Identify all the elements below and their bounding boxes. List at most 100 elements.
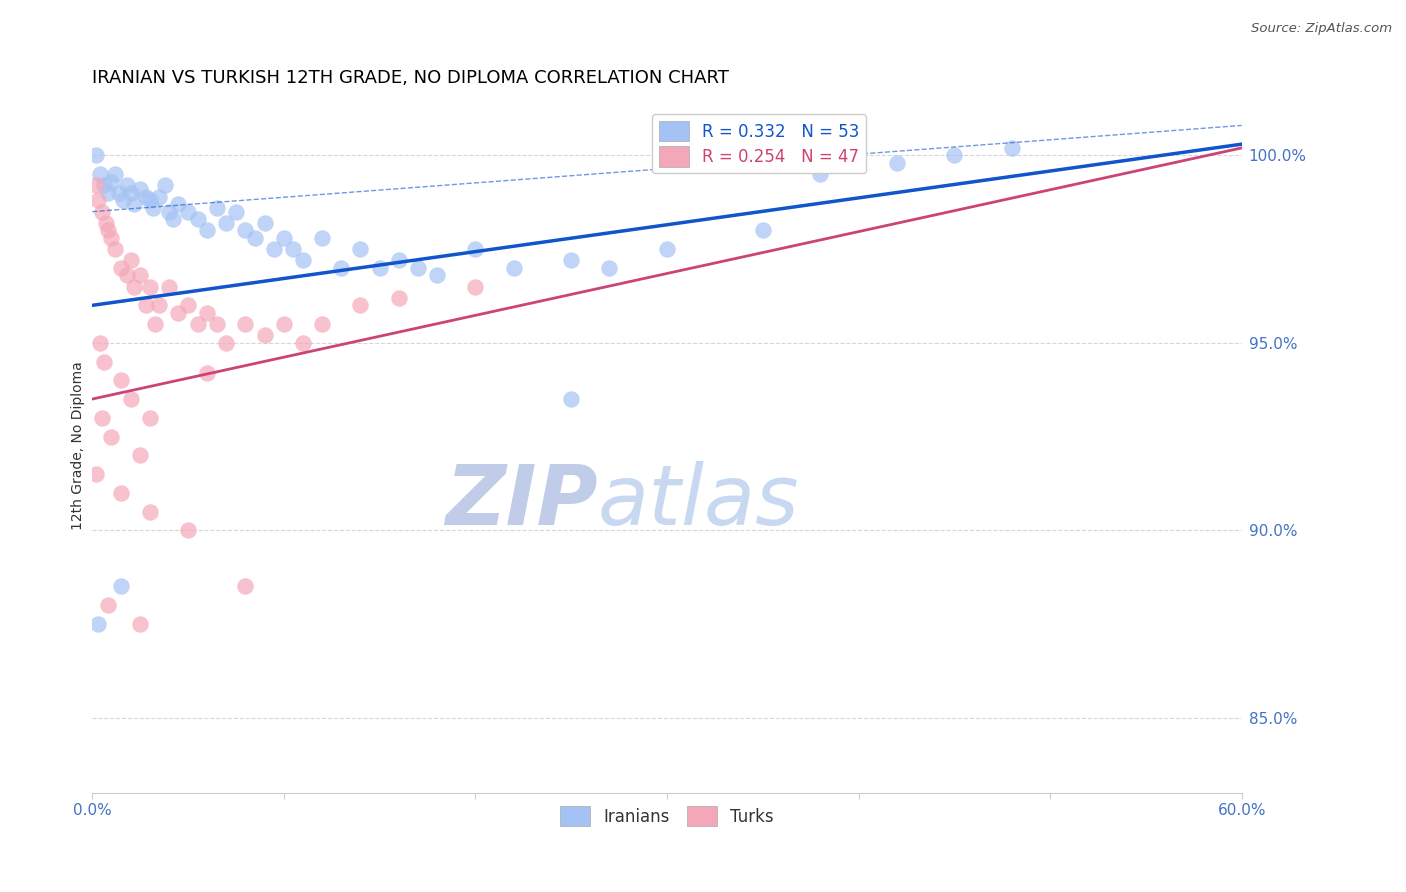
Point: [124, 197, 146, 211]
Point: [104, 167, 127, 181]
Point: [167, 306, 190, 320]
Point: [120, 392, 142, 406]
Point: [115, 268, 138, 283]
Point: [138, 410, 160, 425]
Point: [235, 579, 257, 593]
Point: [94, 216, 117, 230]
Point: [129, 268, 152, 283]
Point: [90, 410, 112, 425]
Point: [84, 148, 107, 162]
Point: [84, 178, 107, 193]
Point: [235, 317, 257, 331]
Point: [215, 335, 238, 350]
Point: [138, 194, 160, 208]
Point: [111, 194, 134, 208]
Point: [253, 216, 276, 230]
Text: ZIP: ZIP: [446, 461, 598, 542]
Point: [406, 260, 429, 275]
Point: [273, 231, 295, 245]
Point: [157, 204, 180, 219]
Point: [349, 242, 371, 256]
Point: [560, 253, 582, 268]
Point: [464, 242, 486, 256]
Point: [943, 148, 966, 162]
Point: [195, 306, 218, 320]
Point: [120, 186, 142, 200]
Point: [311, 231, 333, 245]
Point: [110, 373, 132, 387]
Point: [598, 260, 620, 275]
Point: [100, 429, 122, 443]
Point: [388, 253, 411, 268]
Point: [195, 366, 218, 380]
Point: [87, 194, 110, 208]
Point: [263, 242, 285, 256]
Point: [215, 216, 238, 230]
Legend: Iranians, Turks: Iranians, Turks: [554, 799, 780, 833]
Point: [96, 223, 118, 237]
Point: [253, 328, 276, 343]
Point: [205, 317, 228, 331]
Point: [84, 467, 107, 481]
Point: [100, 175, 122, 189]
Point: [195, 223, 218, 237]
Point: [142, 201, 165, 215]
Point: [129, 448, 152, 462]
Point: [153, 178, 176, 193]
Point: [157, 279, 180, 293]
Point: [349, 298, 371, 312]
Point: [187, 317, 209, 331]
Point: [110, 485, 132, 500]
Point: [426, 268, 449, 283]
Point: [87, 617, 110, 632]
Point: [225, 204, 247, 219]
Point: [90, 204, 112, 219]
Point: [145, 317, 167, 331]
Point: [655, 242, 678, 256]
Point: [330, 260, 353, 275]
Point: [162, 212, 184, 227]
Point: [129, 617, 152, 632]
Point: [368, 260, 391, 275]
Point: [89, 335, 111, 350]
Point: [148, 189, 170, 203]
Point: [283, 242, 305, 256]
Point: [560, 392, 582, 406]
Point: [120, 253, 142, 268]
Point: [108, 186, 131, 200]
Point: [502, 260, 524, 275]
Text: Source: ZipAtlas.com: Source: ZipAtlas.com: [1251, 22, 1392, 36]
Point: [167, 197, 190, 211]
Point: [177, 298, 200, 312]
Point: [93, 178, 115, 193]
Point: [96, 599, 118, 613]
Y-axis label: 12th Grade, No Diploma: 12th Grade, No Diploma: [72, 361, 86, 531]
Point: [93, 354, 115, 368]
Point: [124, 279, 146, 293]
Text: IRANIAN VS TURKISH 12TH GRADE, NO DIPLOMA CORRELATION CHART: IRANIAN VS TURKISH 12TH GRADE, NO DIPLOM…: [93, 69, 730, 87]
Point: [273, 317, 295, 331]
Point: [464, 279, 486, 293]
Point: [110, 260, 132, 275]
Point: [100, 231, 122, 245]
Point: [235, 223, 257, 237]
Point: [104, 242, 127, 256]
Point: [1001, 141, 1024, 155]
Point: [177, 204, 200, 219]
Point: [751, 223, 773, 237]
Point: [135, 298, 157, 312]
Point: [138, 279, 160, 293]
Point: [243, 231, 266, 245]
Point: [205, 201, 228, 215]
Point: [96, 186, 118, 200]
Point: [110, 579, 132, 593]
Point: [311, 317, 333, 331]
Point: [177, 523, 200, 537]
Point: [187, 212, 209, 227]
Point: [115, 178, 138, 193]
Point: [89, 167, 111, 181]
Point: [388, 291, 411, 305]
Point: [291, 253, 314, 268]
Point: [129, 182, 152, 196]
Point: [886, 156, 908, 170]
